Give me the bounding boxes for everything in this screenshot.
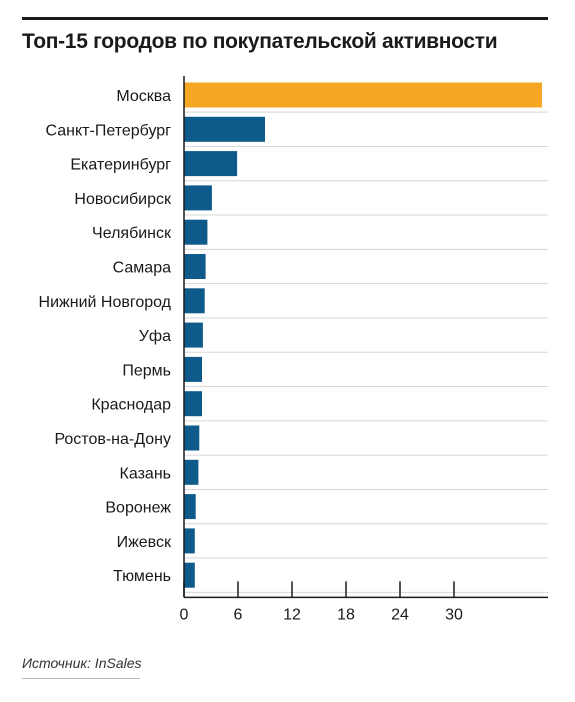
bar-3: [184, 151, 238, 177]
category-label: Новосибирск: [74, 191, 172, 208]
category-label: Казань: [120, 465, 171, 482]
top-rule: [22, 17, 548, 20]
x-tick-label: 12: [283, 606, 301, 623]
x-tick-label: 6: [234, 606, 243, 623]
bar-4: [184, 185, 212, 211]
bar-11: [184, 425, 200, 451]
bar-8: [184, 322, 203, 348]
category-label: Пермь: [122, 362, 171, 379]
x-tick-label: 24: [391, 606, 409, 623]
bar-13: [184, 494, 196, 520]
category-label: Москва: [116, 88, 171, 105]
bar-10: [184, 391, 202, 417]
grid-lines: [184, 111, 548, 593]
x-tick-label: 18: [337, 606, 355, 623]
category-label: Екатеринбург: [70, 157, 171, 174]
bar-7: [184, 288, 205, 314]
bar-6: [184, 254, 206, 279]
category-label: Ижевск: [117, 534, 172, 551]
category-label: Нижний Новгород: [39, 294, 172, 311]
category-label: Краснодар: [91, 397, 171, 414]
category-label: Самара: [113, 260, 171, 277]
chart-title: Топ-15 городов по покупательской активно…: [22, 30, 498, 53]
category-label: Воронеж: [105, 500, 171, 517]
category-labels: Москва Санкт-Петербург Екатеринбург Новосиб…: [39, 88, 172, 585]
category-label: Уфа: [139, 328, 171, 345]
x-axis: 0 6 12 18 24 30: [180, 75, 548, 623]
bar-15: [184, 562, 195, 588]
bars: [184, 82, 542, 588]
bar-14: [184, 528, 195, 554]
bar-12: [184, 459, 199, 485]
category-label: Челябинск: [92, 225, 172, 242]
bar-2: [184, 116, 265, 142]
category-label: Тюмень: [113, 568, 171, 585]
source-rule: [22, 678, 140, 679]
bar-9: [184, 356, 202, 382]
x-tick-label: 30: [445, 606, 463, 623]
bar-1: [184, 82, 542, 108]
source-note: Источник: InSales: [22, 655, 142, 671]
bar-5: [184, 219, 208, 245]
category-label: Санкт-Петербург: [46, 122, 172, 139]
x-tick-label: 0: [180, 606, 189, 623]
category-label: Ростов-на-Дону: [54, 431, 171, 448]
